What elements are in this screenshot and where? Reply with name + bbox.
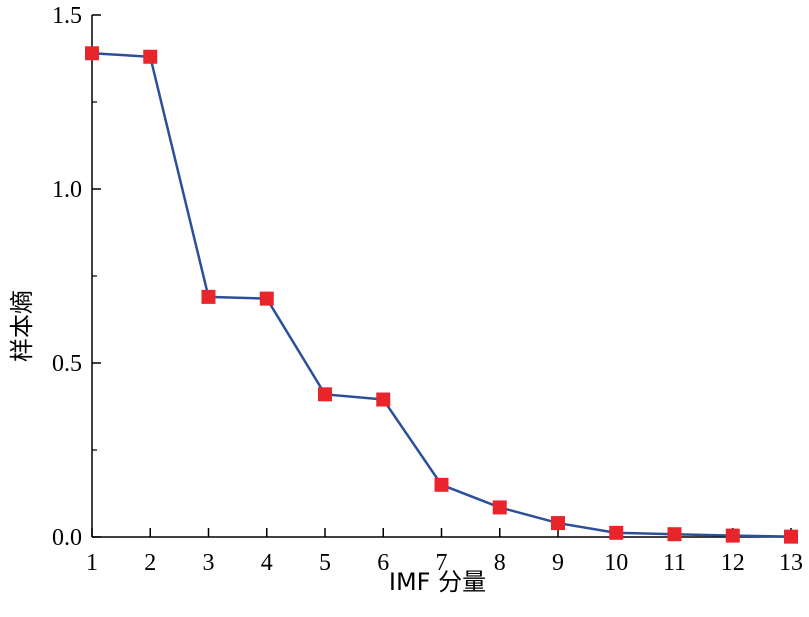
y-tick-label: 1.0 xyxy=(52,177,82,203)
x-tick-label: 5 xyxy=(319,550,331,576)
x-tick-label: 13 xyxy=(779,550,803,576)
data-point-marker xyxy=(376,392,391,407)
data-point-marker xyxy=(667,527,682,542)
x-tick-label: 9 xyxy=(552,550,564,576)
data-point-marker xyxy=(318,387,332,402)
y-tick-label: 0.5 xyxy=(52,351,82,377)
data-point-marker xyxy=(259,291,274,306)
data-point-marker xyxy=(609,525,624,540)
x-tick-label: 10 xyxy=(604,550,628,576)
data-point-marker xyxy=(434,477,449,492)
x-tick-label: 4 xyxy=(261,550,273,576)
series-markers xyxy=(85,46,798,544)
x-axis-title: IMF 分量 xyxy=(389,568,486,596)
axes xyxy=(91,15,791,538)
x-tick-label: 8 xyxy=(494,550,506,576)
x-tick-label: 7 xyxy=(436,550,448,576)
y-tick-label: 1.5 xyxy=(52,3,82,29)
x-ticks: 1 2 3 4 5 6 7 8 9 10 11 12 13 xyxy=(86,528,803,576)
series-line xyxy=(91,52,792,538)
x-tick-label: 2 xyxy=(144,550,156,576)
data-point-marker xyxy=(201,289,216,304)
y-tick-label: 0.0 xyxy=(52,525,82,551)
data-point-marker xyxy=(784,529,798,544)
x-tick-label: 1 xyxy=(86,550,98,576)
data-point-marker xyxy=(143,49,158,64)
x-tick-label: 11 xyxy=(663,550,686,576)
x-tick-label: 12 xyxy=(721,550,745,576)
x-tick-label: 6 xyxy=(377,550,389,576)
y-axis-title: 样本熵 xyxy=(8,290,36,362)
data-point-marker xyxy=(85,46,99,61)
data-point-marker xyxy=(725,528,740,543)
x-tick-label: 3 xyxy=(203,550,215,576)
y-ticks: 0.0 0.5 1.0 1.5 xyxy=(52,3,101,551)
data-point-marker xyxy=(492,500,507,515)
data-point-marker xyxy=(551,516,565,531)
